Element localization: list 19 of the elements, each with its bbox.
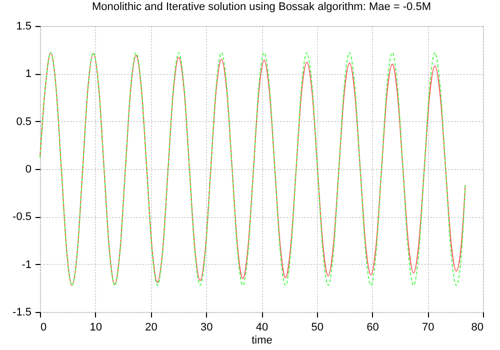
x-tick-label: 80 [471,322,484,334]
x-axis-title: time [252,334,272,346]
x-tick-label: 40 [256,322,268,334]
x-tick-label: 50 [311,322,324,334]
x-tick-label: 20 [145,322,158,334]
x-tick-label: 60 [366,322,379,334]
y-tick-label: 1.5 [16,20,32,32]
chart-title: Monolithic and Iterative solution using Bossak algorithm: Mae = -0.5M [92,1,432,13]
line-series [40,52,466,286]
x-tick-label: 10 [90,322,102,334]
y-tick-label: -1 [22,258,32,271]
y-tick-label: 0.5 [16,116,32,128]
x-tick-label: 30 [200,322,213,334]
y-tick-label: -0.5 [12,211,32,224]
y-tick-label: 1 [25,68,32,80]
y-tick-label: -1.5 [12,306,32,318]
x-tick-label: 0 [40,322,47,334]
y-tick-label: 0 [25,164,32,176]
x-tick-label: 70 [422,322,434,334]
